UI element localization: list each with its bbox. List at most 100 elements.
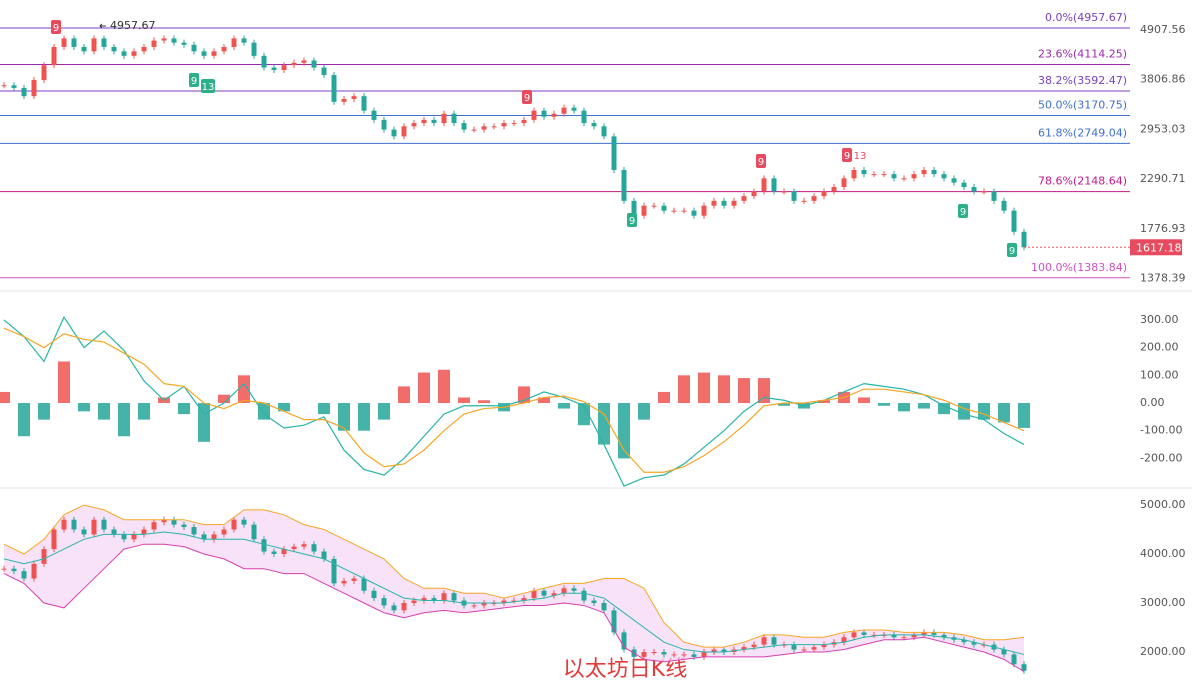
macd-bar: [978, 403, 990, 420]
candle: [331, 558, 337, 584]
candle: [331, 74, 337, 102]
candle: [111, 529, 117, 535]
macd-bar: [378, 403, 390, 420]
candle: [601, 602, 607, 611]
candle: [11, 85, 17, 88]
candle: [531, 590, 537, 599]
candle: [221, 529, 227, 535]
macd-bar: [538, 397, 550, 404]
macd-bar: [938, 403, 950, 415]
candle: [1001, 649, 1007, 655]
candle: [291, 62, 297, 66]
candle: [281, 549, 287, 554]
candle: [611, 136, 617, 170]
td-marker: [1007, 243, 1017, 257]
candle: [751, 191, 757, 197]
candle: [481, 602, 487, 606]
candle: [741, 196, 747, 201]
candle: [441, 593, 447, 601]
td-marker: [51, 20, 61, 34]
candle: [461, 123, 467, 130]
candle: [271, 551, 277, 554]
candle: [251, 42, 257, 56]
candle: [671, 210, 677, 212]
candle: [151, 522, 157, 530]
candle: [91, 519, 97, 535]
candle: [901, 637, 907, 639]
indicator-line: [3, 504, 1025, 648]
y-tick-label: 2290.71: [1140, 172, 1186, 185]
td-marker: [627, 213, 637, 227]
macd-bar: [38, 403, 50, 420]
macd-bar: [578, 403, 590, 426]
macd-bar: [858, 397, 870, 404]
td-marker: [958, 204, 968, 218]
candle: [891, 634, 897, 638]
candle: [381, 119, 387, 130]
candle: [761, 178, 767, 192]
candle: [141, 46, 147, 52]
candle: [641, 205, 647, 216]
y-tick-label: 3806.86: [1140, 73, 1186, 86]
candle: [171, 519, 177, 525]
candle: [841, 637, 847, 643]
candle: [681, 654, 687, 656]
candle: [971, 642, 977, 645]
candle: [921, 632, 927, 635]
candle: [81, 529, 87, 535]
candle: [391, 605, 397, 611]
candle: [411, 123, 417, 127]
candle: [81, 46, 87, 52]
candle: [11, 568, 17, 572]
candle: [631, 200, 637, 216]
candle: [821, 191, 827, 197]
fib-label: 61.8%(2749.04): [1038, 126, 1127, 139]
macd-bar: [558, 403, 570, 409]
candle: [721, 649, 727, 652]
td-marker: [756, 154, 766, 168]
candle: [181, 524, 187, 528]
candle: [621, 169, 627, 201]
candle: [201, 51, 207, 56]
y-tick-label: 1378.39: [1140, 272, 1186, 285]
candle: [991, 191, 997, 201]
macd-bar: [878, 403, 890, 406]
macd-bar: [738, 378, 750, 404]
candle: [771, 637, 777, 645]
candle: [1021, 231, 1027, 248]
candle: [201, 534, 207, 540]
candle: [601, 126, 607, 137]
candle: [191, 527, 197, 535]
td-marker-label: 13: [854, 151, 867, 162]
candle: [541, 590, 547, 596]
candle: [901, 178, 907, 180]
candle: [521, 119, 527, 124]
candle: [341, 580, 347, 584]
candle: [51, 529, 57, 550]
candle: [131, 51, 137, 56]
candle: [171, 38, 177, 43]
candle: [701, 205, 707, 216]
td-marker-label: 9: [524, 93, 530, 104]
candle: [41, 65, 47, 81]
macd-bar: [58, 361, 70, 404]
fib-label: 50.0%(3170.75): [1038, 98, 1127, 111]
candle: [701, 651, 707, 657]
candle: [641, 651, 647, 657]
macd-bar: [478, 400, 490, 404]
candle: [111, 46, 117, 52]
candle: [941, 174, 947, 179]
candle: [881, 174, 887, 176]
macd-bar: [18, 403, 30, 437]
candle: [811, 196, 817, 201]
macd-bar: [338, 403, 350, 431]
candle: [651, 651, 657, 653]
candle: [261, 539, 267, 552]
candle: [361, 578, 367, 591]
y-tick-label: -100.00: [1140, 424, 1182, 437]
candle: [781, 191, 787, 193]
candle: [421, 119, 427, 124]
candle: [941, 634, 947, 638]
candle: [161, 38, 167, 41]
